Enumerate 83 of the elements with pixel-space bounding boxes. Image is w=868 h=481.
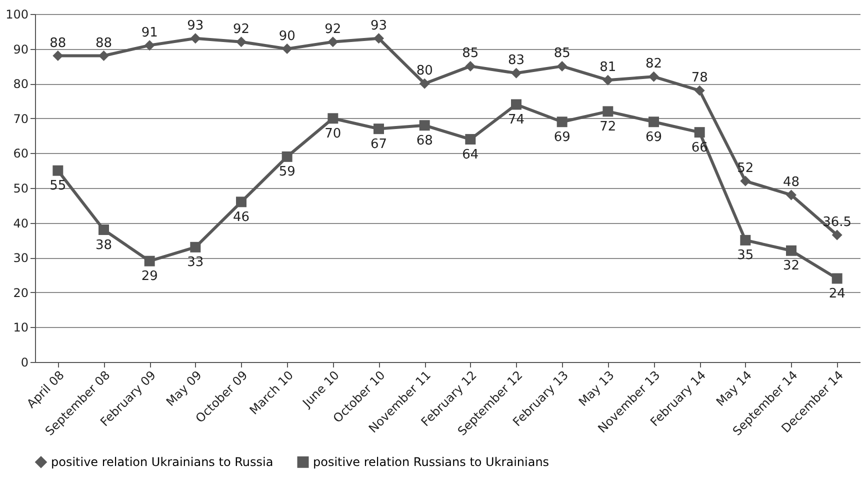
data-label: 69 <box>645 130 662 145</box>
point <box>740 176 751 186</box>
point <box>602 74 614 86</box>
legend-label: positive relation Russians to Ukrainians <box>313 455 550 470</box>
data-label: 74 <box>508 112 525 128</box>
y-tick-label: 20 <box>13 286 28 300</box>
point <box>465 60 476 72</box>
data-label: 92 <box>232 22 250 37</box>
data-label: 93 <box>187 18 204 34</box>
data-label: 81 <box>600 60 616 76</box>
point <box>190 242 201 252</box>
data-label: 85 <box>554 46 570 62</box>
data-label: 72 <box>600 119 616 134</box>
point <box>786 245 796 256</box>
data-label: 83 <box>508 53 525 68</box>
data-label: 91 <box>141 25 158 40</box>
data-label: 78 <box>691 70 708 86</box>
y-tick-label: 50 <box>13 182 28 196</box>
data-label: 93 <box>370 18 388 34</box>
point <box>694 127 705 138</box>
data-label: 35 <box>737 248 754 264</box>
point <box>556 60 568 72</box>
point <box>144 256 155 266</box>
data-label: 69 <box>554 130 570 145</box>
point <box>282 44 292 54</box>
point <box>144 40 155 51</box>
data-label: 92 <box>324 22 342 37</box>
data-label: 46 <box>232 210 250 225</box>
data-label: 90 <box>278 28 296 44</box>
data-label: 67 <box>370 136 388 152</box>
y-tick-label: 90 <box>13 42 28 56</box>
point <box>98 50 109 62</box>
data-label: 48 <box>782 174 800 190</box>
point <box>419 78 430 89</box>
y-tick-label: 60 <box>13 146 28 161</box>
data-label: 29 <box>141 269 158 284</box>
point <box>374 124 384 134</box>
point <box>328 36 338 48</box>
data-label: 64 <box>462 147 479 162</box>
y-tick-label: 100 <box>6 8 28 22</box>
data-label: 38 <box>95 238 112 253</box>
data-label: 55 <box>50 178 66 194</box>
point <box>511 68 522 78</box>
point <box>190 33 201 44</box>
data-label: 32 <box>782 258 800 274</box>
data-label: 82 <box>645 56 662 72</box>
point <box>236 36 246 48</box>
point <box>511 99 522 110</box>
y-tick-label: 10 <box>13 320 28 335</box>
legend-label: positive relation Ukrainians to Russia <box>51 455 274 470</box>
point <box>419 120 430 131</box>
data-label: 88 <box>50 36 66 51</box>
point <box>832 273 842 284</box>
point <box>374 33 384 44</box>
y-tick-label: 70 <box>13 112 28 126</box>
point <box>648 71 659 82</box>
data-label: 68 <box>416 133 433 148</box>
data-label: 36.5 <box>822 214 852 230</box>
data-label: 80 <box>416 64 433 79</box>
data-label: 88 <box>95 36 112 51</box>
point <box>694 85 705 96</box>
point <box>648 116 659 128</box>
point <box>52 50 64 62</box>
point <box>52 165 64 176</box>
point <box>602 106 614 117</box>
data-label: 59 <box>278 164 296 180</box>
data-label: 85 <box>462 46 479 62</box>
point <box>282 151 292 162</box>
point <box>786 190 796 200</box>
y-tick-label: 0 <box>20 356 28 370</box>
y-tick-label: 40 <box>13 216 28 230</box>
point <box>832 230 842 240</box>
data-label: 70 <box>324 126 342 142</box>
data-label: 33 <box>187 255 204 270</box>
y-tick-label: 80 <box>13 77 28 92</box>
point <box>236 196 246 208</box>
point <box>556 116 568 128</box>
data-label: 24 <box>828 286 846 302</box>
point <box>98 224 109 236</box>
y-tick-label: 30 <box>13 251 28 266</box>
point <box>328 113 338 124</box>
point <box>465 134 476 145</box>
point <box>740 234 751 246</box>
